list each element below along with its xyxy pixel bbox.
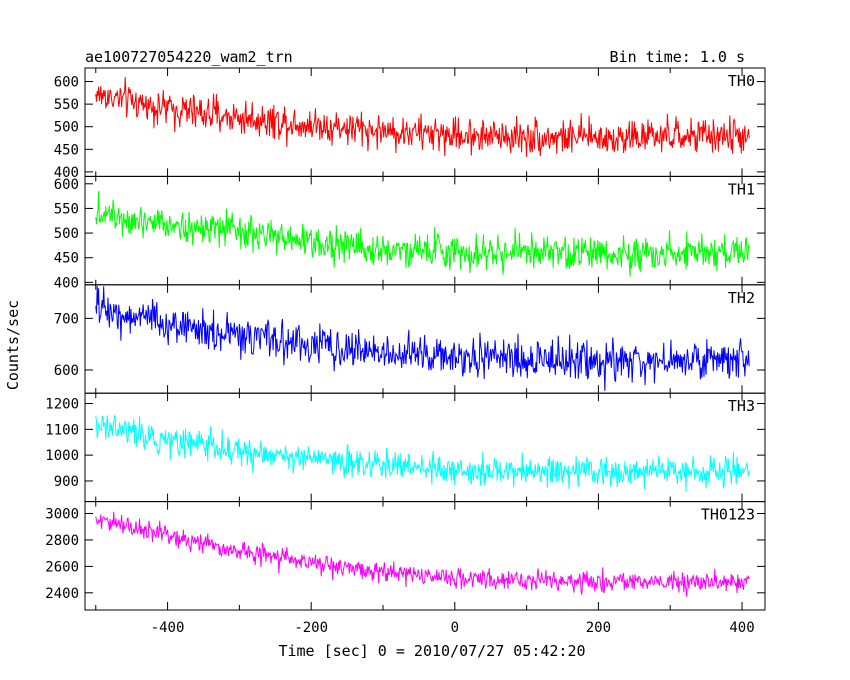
panel-frame [84, 501, 766, 611]
y-tick-label: 450 [54, 142, 79, 158]
y-tick-label: 700 [54, 311, 79, 327]
y-tick-label: 400 [54, 165, 79, 181]
series-label-th3: TH3 [728, 397, 755, 415]
y-tick-label: 550 [54, 97, 79, 113]
series-label-th0123: TH0123 [701, 506, 755, 524]
panel-th0: 400 450 500 550 600 TH0 [54, 67, 766, 181]
y-axis-label: Counts/sec [4, 300, 22, 390]
x-tick-label: 0 [451, 620, 459, 636]
y-tick-label: 600 [54, 363, 79, 379]
series-line-th0 [95, 76, 750, 157]
panel-frame [84, 392, 766, 503]
series-line-th1 [95, 191, 750, 277]
y-tick-label: 2400 [45, 586, 79, 602]
series-label-th1: TH1 [728, 180, 755, 198]
y-tick-label: 1100 [45, 422, 79, 438]
y-tick-label: 450 [54, 251, 79, 267]
series-line-th0123 [95, 511, 750, 597]
x-tick-label: -400 [151, 620, 185, 636]
series-line-th3 [95, 414, 750, 492]
x-axis: -400 -200 0 200 400 [151, 620, 755, 636]
series-line-th2 [95, 286, 750, 391]
chart-subtitle: Bin time: 1.0 s [610, 48, 745, 66]
series-label-th0: TH0 [728, 72, 755, 90]
panel-th3: 900 1000 1100 1200 TH3 [45, 392, 766, 503]
x-axis-label: Time [sec] 0 = 2010/07/27 05:42:20 [278, 642, 585, 660]
series-label-th2: TH2 [728, 289, 755, 307]
y-tick-label: 3000 [45, 506, 79, 522]
panel-frame [84, 175, 766, 286]
y-tick-label: 600 [54, 75, 79, 91]
x-tick-label: -200 [294, 620, 328, 636]
panel-th1: 400 450 500 550 600 TH1 [54, 175, 766, 291]
y-tick-label: 550 [54, 201, 79, 217]
y-tick-label: 900 [54, 474, 79, 490]
y-tick-label: 400 [54, 275, 79, 291]
x-tick-label: 400 [729, 620, 754, 636]
y-tick-label: 1000 [45, 448, 79, 464]
y-tick-label: 2600 [45, 559, 79, 575]
panel-frame [84, 67, 766, 177]
panel-th2: 600 700 TH2 [54, 284, 766, 394]
panel-stack: 400 450 500 550 600 TH0 400 450 500 550 600 TH1 600 7… [45, 67, 766, 611]
chart-title: ae100727054220_wam2_trn [85, 48, 293, 66]
x-tick-label: 200 [586, 620, 611, 636]
panel-th0123: 2400 2600 2800 3000 TH0123 [45, 501, 766, 611]
y-tick-label: 600 [54, 177, 79, 193]
y-tick-label: 1200 [45, 397, 79, 413]
y-tick-label: 500 [54, 226, 79, 242]
y-tick-label: 2800 [45, 533, 79, 549]
y-tick-label: 500 [54, 120, 79, 136]
